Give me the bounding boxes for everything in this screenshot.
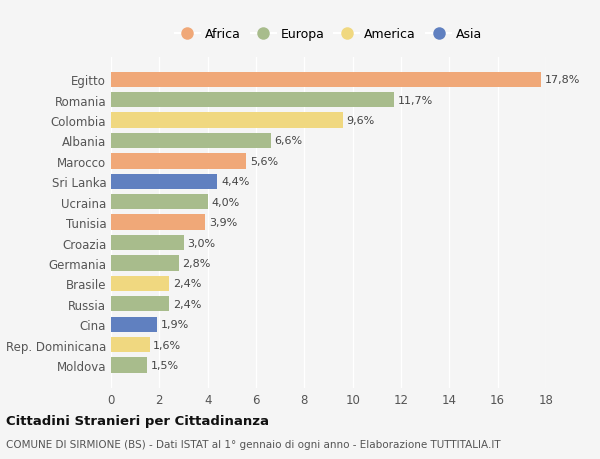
Text: 5,6%: 5,6% [250,157,278,167]
Text: 17,8%: 17,8% [545,75,580,85]
Text: COMUNE DI SIRMIONE (BS) - Dati ISTAT al 1° gennaio di ogni anno - Elaborazione T: COMUNE DI SIRMIONE (BS) - Dati ISTAT al … [6,440,500,449]
Text: 3,9%: 3,9% [209,218,237,228]
Text: 1,9%: 1,9% [161,319,189,330]
Bar [111,317,157,332]
Text: 11,7%: 11,7% [397,95,433,106]
Text: 4,0%: 4,0% [211,197,239,207]
Bar [111,358,147,373]
Text: 4,4%: 4,4% [221,177,250,187]
Bar [111,195,208,210]
Bar [111,134,271,149]
Text: 2,4%: 2,4% [173,299,201,309]
Bar [111,113,343,129]
Legend: Africa, Europa, America, Asia: Africa, Europa, America, Asia [172,26,485,44]
Bar [111,154,247,169]
Bar [111,215,205,230]
Text: 2,4%: 2,4% [173,279,201,289]
Text: 9,6%: 9,6% [347,116,375,126]
Text: 6,6%: 6,6% [274,136,302,146]
Text: 2,8%: 2,8% [182,258,211,269]
Text: 1,6%: 1,6% [153,340,181,350]
Bar [111,276,169,291]
Bar [111,174,217,190]
Text: 1,5%: 1,5% [151,360,179,370]
Bar [111,73,541,88]
Text: Cittadini Stranieri per Cittadinanza: Cittadini Stranieri per Cittadinanza [6,414,269,428]
Bar [111,93,394,108]
Bar [111,235,184,251]
Bar [111,256,179,271]
Bar [111,337,149,353]
Text: 3,0%: 3,0% [187,238,215,248]
Bar [111,297,169,312]
